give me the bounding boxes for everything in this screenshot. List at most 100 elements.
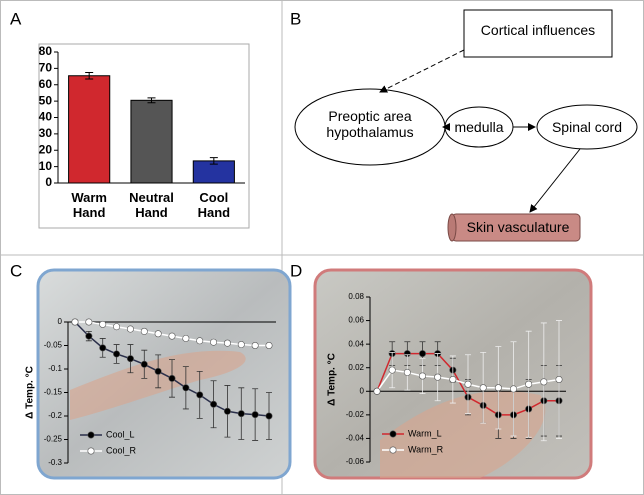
marker (237, 341, 245, 349)
panel-letter: C (10, 261, 22, 280)
marker (154, 330, 162, 338)
marker (251, 411, 259, 419)
marker (113, 350, 121, 358)
marker (113, 323, 121, 331)
panel-letter: A (10, 9, 22, 28)
marker (71, 318, 79, 326)
node-ellipse (536, 104, 638, 150)
y-tick-label: 0 (45, 175, 52, 189)
marker (494, 384, 502, 392)
hand-photo (380, 391, 546, 478)
marker (418, 372, 426, 380)
marker (555, 375, 563, 383)
legend-label: Warm_L (408, 428, 442, 438)
y-tick-label: -0.2 (48, 411, 62, 420)
y-tick-label: 50 (39, 93, 53, 107)
y-tick-label: 0 (58, 317, 63, 326)
marker (196, 337, 204, 345)
marker (525, 380, 533, 388)
legend-label: Cool_R (106, 445, 137, 455)
panel-letter: D (290, 261, 302, 280)
marker (168, 332, 176, 340)
y-axis-label: Δ Temp. °C (25, 366, 36, 419)
marker (196, 391, 204, 399)
panel-letter: B (290, 9, 301, 28)
arrow (379, 49, 465, 93)
y-tick-label: 0.06 (348, 316, 364, 325)
legend-marker (87, 447, 95, 455)
marker (223, 407, 231, 415)
marker (265, 341, 273, 349)
marker (265, 412, 273, 420)
bar (68, 75, 111, 184)
marker (418, 350, 426, 358)
marker (210, 338, 218, 346)
y-tick-label: -0.02 (346, 410, 365, 419)
y-axis-label: Δ Temp. °C (327, 353, 338, 406)
marker (99, 320, 107, 328)
x-tick-label: Warm Hand (71, 190, 107, 220)
y-tick-label: 40 (39, 110, 53, 124)
y-tick-label: 0.04 (348, 339, 364, 348)
marker (140, 360, 148, 368)
legend-marker (87, 431, 95, 439)
error-bar (85, 71, 94, 80)
bar (130, 99, 173, 184)
y-tick-label: 70 (39, 61, 53, 75)
marker (403, 368, 411, 376)
error-bar (147, 97, 156, 104)
legend-marker (389, 446, 397, 454)
marker (182, 334, 190, 342)
y-tick-label: 10 (39, 159, 53, 173)
node-label: Skin vasculature (466, 219, 570, 235)
y-tick-label: -0.25 (44, 435, 63, 444)
y-tick-label: -0.05 (44, 341, 63, 350)
legend-marker (389, 430, 397, 438)
y-tick-label: 0 (360, 386, 365, 395)
marker (210, 400, 218, 408)
y-tick-label: -0.1 (48, 364, 62, 373)
legend-label: Warm_R (408, 444, 444, 454)
marker (434, 373, 442, 381)
marker (464, 380, 472, 388)
y-tick-label: 60 (39, 77, 53, 91)
y-tick-label: 80 (39, 44, 53, 58)
marker (168, 374, 176, 382)
y-tick-label: -0.06 (346, 457, 365, 466)
marker (237, 410, 245, 418)
marker (223, 339, 231, 347)
x-tick-label: Neutral Hand (129, 190, 174, 220)
y-tick-label: -0.15 (44, 388, 63, 397)
marker (85, 318, 93, 326)
marker (251, 341, 259, 349)
y-tick-label: 30 (39, 126, 53, 140)
legend-label: Cool_L (106, 429, 135, 439)
y-tick-label: -0.04 (346, 434, 365, 443)
node-label: medulla (454, 119, 504, 135)
marker (509, 385, 517, 393)
marker (99, 344, 107, 352)
marker (85, 332, 93, 340)
marker (126, 325, 134, 333)
marker (182, 384, 190, 392)
marker (540, 378, 548, 386)
y-tick-label: -0.3 (48, 458, 62, 467)
node-cylinder-end (447, 213, 457, 242)
marker (388, 366, 396, 374)
error-bar (209, 157, 218, 165)
marker (140, 327, 148, 335)
y-tick-label: 0.08 (348, 292, 364, 301)
marker (373, 387, 381, 395)
y-tick-label: 0.02 (348, 363, 364, 372)
marker (479, 384, 487, 392)
node-label: Spinal cord (551, 119, 623, 135)
x-tick-label: Cool Hand (197, 190, 231, 220)
y-tick-label: 20 (39, 142, 53, 156)
node-label: Preoptic area hypothalamus (326, 108, 414, 141)
arrow (529, 148, 581, 213)
marker (126, 355, 134, 363)
marker (154, 367, 162, 375)
marker (449, 375, 457, 383)
